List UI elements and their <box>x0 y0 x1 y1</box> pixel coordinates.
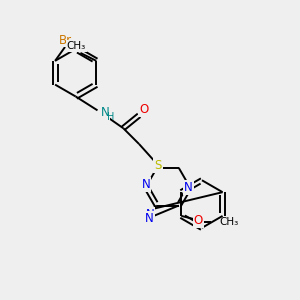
Text: S: S <box>154 159 162 172</box>
Text: N: N <box>184 181 193 194</box>
Text: O: O <box>194 214 203 227</box>
Text: N: N <box>144 212 153 225</box>
Text: H: H <box>107 112 115 122</box>
Text: CH₃: CH₃ <box>219 217 238 227</box>
Text: Br: Br <box>58 34 72 46</box>
Text: N: N <box>142 178 150 191</box>
Text: O: O <box>140 103 149 116</box>
Text: CH₃: CH₃ <box>67 41 86 51</box>
Text: N: N <box>146 208 154 221</box>
Text: N: N <box>100 106 109 119</box>
